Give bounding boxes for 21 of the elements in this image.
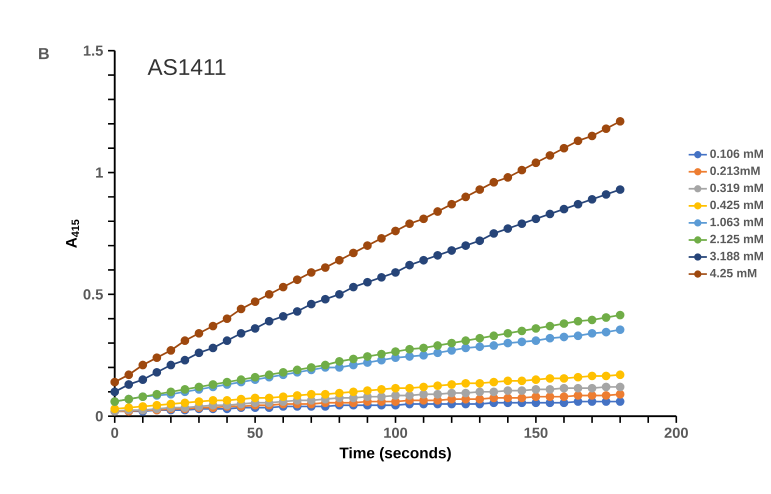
x-tick-label: 200 — [664, 428, 688, 438]
y-tick-label: 0.5 — [84, 289, 103, 300]
y-tick-label: 1.5 — [84, 46, 103, 56]
legend-label: 2.125 mM — [710, 234, 763, 244]
x-tick-label: 50 — [247, 428, 263, 438]
legend-label: 0.425 mM — [710, 200, 763, 210]
legend-label: 1.063 mM — [710, 218, 763, 226]
legend-label: 0.106 mM — [710, 150, 763, 158]
text: B — [39, 48, 49, 60]
chart-title: AS1411 — [148, 59, 226, 76]
y-tick-label: 1 — [96, 168, 103, 178]
legend-label: 3.188 mM — [710, 252, 763, 261]
x-tick-label: 100 — [384, 428, 408, 438]
legend-label: 0.319 mM — [710, 184, 763, 192]
x-tick-label: 0 — [111, 428, 118, 438]
legend-label: 0.213mM — [710, 166, 760, 176]
y-axis-title: A$_{415}$ — [66, 220, 80, 248]
y-tick-label: 0 — [96, 411, 103, 422]
x-tick-label: 150 — [524, 428, 548, 438]
x-axis-title: Time (seconds) — [340, 447, 451, 462]
legend-label: 4.25 mM — [710, 269, 756, 278]
